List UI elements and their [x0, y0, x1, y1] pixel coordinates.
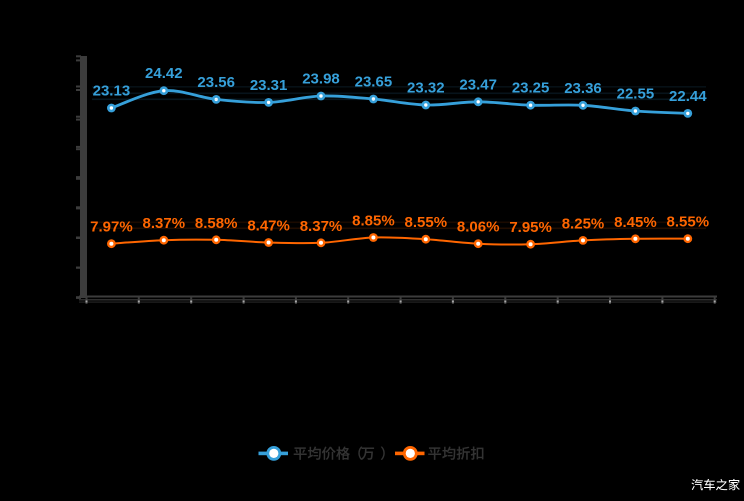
svg-text:23.65: 23.65	[355, 74, 393, 91]
svg-text:23.47: 23.47	[459, 76, 497, 93]
svg-text:23.25: 23.25	[512, 80, 550, 97]
svg-text:8.55%: 8.55%	[667, 214, 710, 231]
svg-text:23.98: 23.98	[302, 71, 340, 88]
svg-text:8.37%: 8.37%	[300, 218, 343, 235]
svg-text:8.47%: 8.47%	[247, 218, 290, 235]
svg-text:7.97%: 7.97%	[90, 219, 133, 236]
svg-text:8.45%: 8.45%	[614, 214, 657, 231]
svg-text:23.31: 23.31	[250, 77, 288, 94]
svg-text:8.85%: 8.85%	[352, 213, 395, 230]
svg-text:8.58%: 8.58%	[195, 215, 238, 232]
svg-text:24.42: 24.42	[145, 65, 183, 82]
svg-text:8.25%: 8.25%	[562, 215, 605, 232]
svg-text:8.37%: 8.37%	[143, 215, 186, 232]
svg-text:22.55: 22.55	[617, 86, 655, 103]
svg-text:23.13: 23.13	[93, 83, 131, 100]
svg-text:23.36: 23.36	[564, 80, 602, 97]
svg-text:23.32: 23.32	[407, 80, 445, 97]
svg-text:22.44: 22.44	[669, 88, 707, 105]
svg-text:8.55%: 8.55%	[405, 214, 448, 231]
svg-text:23.56: 23.56	[197, 74, 235, 91]
svg-text:7.95%: 7.95%	[509, 219, 552, 236]
svg-text:8.06%: 8.06%	[457, 219, 500, 236]
